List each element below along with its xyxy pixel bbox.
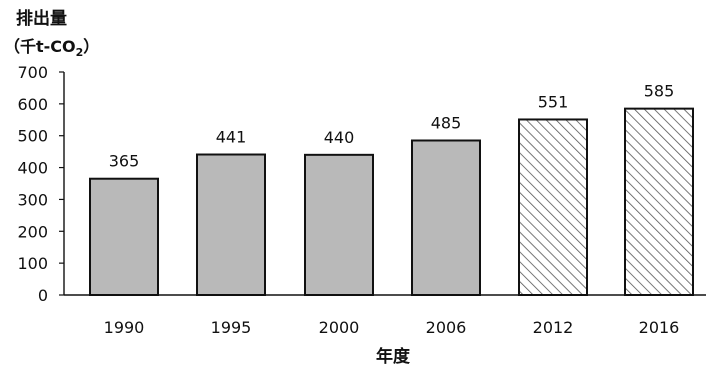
- y-tick-label: 0: [38, 286, 48, 305]
- y-axis-ticks: 0 100 200 300 400 500 600 700: [17, 63, 64, 305]
- y-axis-title: 排出量: [16, 8, 67, 29]
- x-category-label: 2000: [319, 318, 360, 337]
- y-tick-label: 500: [17, 127, 48, 146]
- value-label-1995: 441: [216, 128, 247, 147]
- value-label-2016: 585: [644, 82, 675, 101]
- bar-1990: [89, 177, 159, 297]
- y-tick-label: 600: [17, 95, 48, 114]
- x-axis-labels: 1990 1995 2000 2006 2012 2016: [104, 318, 680, 337]
- y-tick-label: 200: [17, 222, 48, 241]
- y-tick-label: 700: [17, 63, 48, 82]
- y-axis-unit: （千t-CO2）: [4, 37, 99, 59]
- x-category-label: 1990: [104, 318, 145, 337]
- y-tick-label: 300: [17, 190, 48, 209]
- bar-2012: [518, 118, 588, 296]
- value-label-2006: 485: [431, 113, 462, 132]
- bars: [89, 107, 694, 297]
- x-category-label: 2006: [426, 318, 467, 337]
- y-tick-label: 400: [17, 159, 48, 178]
- bar-2006: [411, 139, 481, 296]
- x-axis-title: 年度: [376, 346, 411, 367]
- y-tick-label: 100: [17, 254, 48, 273]
- bar-2000: [304, 153, 374, 296]
- value-labels: 365 441 440 485 551 585: [109, 82, 675, 171]
- x-category-label: 2012: [533, 318, 574, 337]
- x-category-label: 1995: [211, 318, 252, 337]
- bar-2016: [624, 107, 694, 296]
- value-label-1990: 365: [109, 152, 140, 171]
- value-label-2000: 440: [324, 128, 355, 147]
- bar-1995: [196, 153, 266, 296]
- x-category-label: 2016: [639, 318, 680, 337]
- value-label-2012: 551: [538, 92, 569, 111]
